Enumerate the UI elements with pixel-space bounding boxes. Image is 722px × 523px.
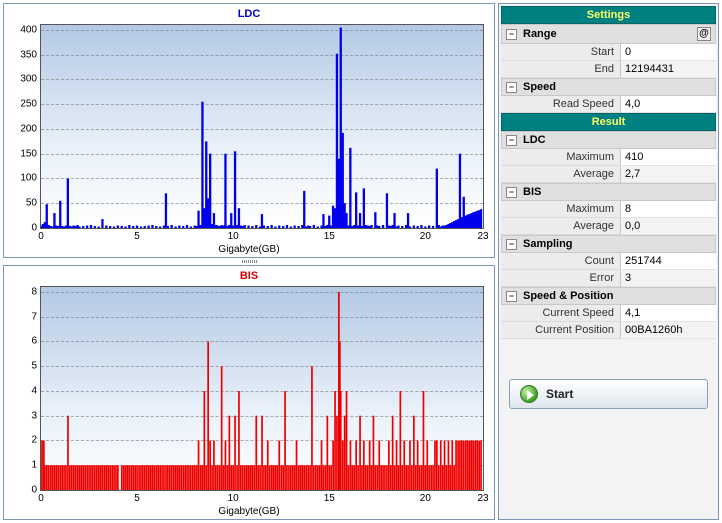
ldc-chart-area: 0501001502002503003504000510152023 xyxy=(40,24,484,229)
section-range[interactable]: − Range @ xyxy=(501,24,716,44)
collapse-icon[interactable]: − xyxy=(506,187,517,198)
section-ldc[interactable]: − LDC xyxy=(501,131,716,149)
row-range-start: Start 0 xyxy=(501,44,716,61)
section-speed-label: Speed xyxy=(523,81,556,93)
section-bis[interactable]: − BIS xyxy=(501,183,716,201)
bis-max-label: Maximum xyxy=(501,201,621,218)
ldc-chart-title: LDC xyxy=(8,8,490,20)
row-ldc-max: Maximum 410 xyxy=(501,149,716,166)
result-header: Result xyxy=(501,113,716,131)
start-button-container: Start xyxy=(501,339,716,409)
range-start-value[interactable]: 0 xyxy=(621,44,716,61)
row-range-end: End 12194431 xyxy=(501,61,716,78)
ldc-chart-panel: LDC 0501001502002503003504000510152023 G… xyxy=(3,3,495,258)
ldc-max-value: 410 xyxy=(621,149,716,166)
current-position-value: 00BA1260h xyxy=(621,322,716,339)
row-current-speed: Current Speed 4,1 xyxy=(501,305,716,322)
sampling-error-value: 3 xyxy=(621,270,716,287)
collapse-icon[interactable]: − xyxy=(506,291,517,302)
bis-chart-area: 0123456780510152023 xyxy=(40,286,484,491)
start-button[interactable]: Start xyxy=(509,379,708,409)
bis-chart-title: BIS xyxy=(8,270,490,282)
row-sampling-count: Count 251744 xyxy=(501,253,716,270)
current-speed-value: 4,1 xyxy=(621,305,716,322)
range-end-value[interactable]: 12194431 xyxy=(621,61,716,78)
read-speed-value[interactable]: 4,0 xyxy=(621,96,716,113)
range-start-label: Start xyxy=(501,44,621,61)
collapse-icon[interactable]: − xyxy=(506,239,517,250)
current-speed-label: Current Speed xyxy=(501,305,621,322)
row-sampling-error: Error 3 xyxy=(501,270,716,287)
section-speed[interactable]: − Speed xyxy=(501,78,716,96)
bis-chart-xlabel: Gigabyte(GB) xyxy=(4,506,494,517)
bis-avg-value: 0,0 xyxy=(621,218,716,235)
ldc-avg-value: 2,7 xyxy=(621,166,716,183)
bis-chart-panel: BIS 0123456780510152023 Gigabyte(GB) xyxy=(3,265,495,520)
start-button-label: Start xyxy=(546,387,573,401)
section-sampling-label: Sampling xyxy=(523,238,573,250)
ldc-avg-label: Average xyxy=(501,166,621,183)
section-range-label: Range xyxy=(523,28,557,40)
main-layout: LDC 0501001502002503003504000510152023 G… xyxy=(0,0,722,523)
range-end-label: End xyxy=(501,61,621,78)
charts-column: LDC 0501001502002503003504000510152023 G… xyxy=(0,0,498,523)
row-read-speed: Read Speed 4,0 xyxy=(501,96,716,113)
bis-avg-label: Average xyxy=(501,218,621,235)
section-bis-label: BIS xyxy=(523,186,541,198)
row-bis-avg: Average 0,0 xyxy=(501,218,716,235)
sampling-count-label: Count xyxy=(501,253,621,270)
at-icon[interactable]: @ xyxy=(697,27,711,41)
row-bis-max: Maximum 8 xyxy=(501,201,716,218)
settings-header: Settings xyxy=(501,6,716,24)
collapse-icon[interactable]: − xyxy=(506,29,517,40)
section-ldc-label: LDC xyxy=(523,134,546,146)
section-speedpos[interactable]: − Speed & Position xyxy=(501,287,716,305)
section-speedpos-label: Speed & Position xyxy=(523,290,613,302)
side-panel: Settings − Range @ Start 0 End 12194431 … xyxy=(498,3,719,520)
collapse-icon[interactable]: − xyxy=(506,82,517,93)
row-ldc-avg: Average 2,7 xyxy=(501,166,716,183)
sampling-error-label: Error xyxy=(501,270,621,287)
ldc-max-label: Maximum xyxy=(501,149,621,166)
read-speed-label: Read Speed xyxy=(501,96,621,113)
ldc-chart-xlabel: Gigabyte(GB) xyxy=(4,244,494,255)
collapse-icon[interactable]: − xyxy=(506,135,517,146)
section-sampling[interactable]: − Sampling xyxy=(501,235,716,253)
play-icon xyxy=(520,385,538,403)
sampling-count-value: 251744 xyxy=(621,253,716,270)
row-current-position: Current Position 00BA1260h xyxy=(501,322,716,339)
chart-splitter[interactable] xyxy=(3,258,495,265)
splitter-grabber-icon xyxy=(231,259,267,264)
side-column: Settings − Range @ Start 0 End 12194431 … xyxy=(498,0,722,523)
current-position-label: Current Position xyxy=(501,322,621,339)
bis-max-value: 8 xyxy=(621,201,716,218)
